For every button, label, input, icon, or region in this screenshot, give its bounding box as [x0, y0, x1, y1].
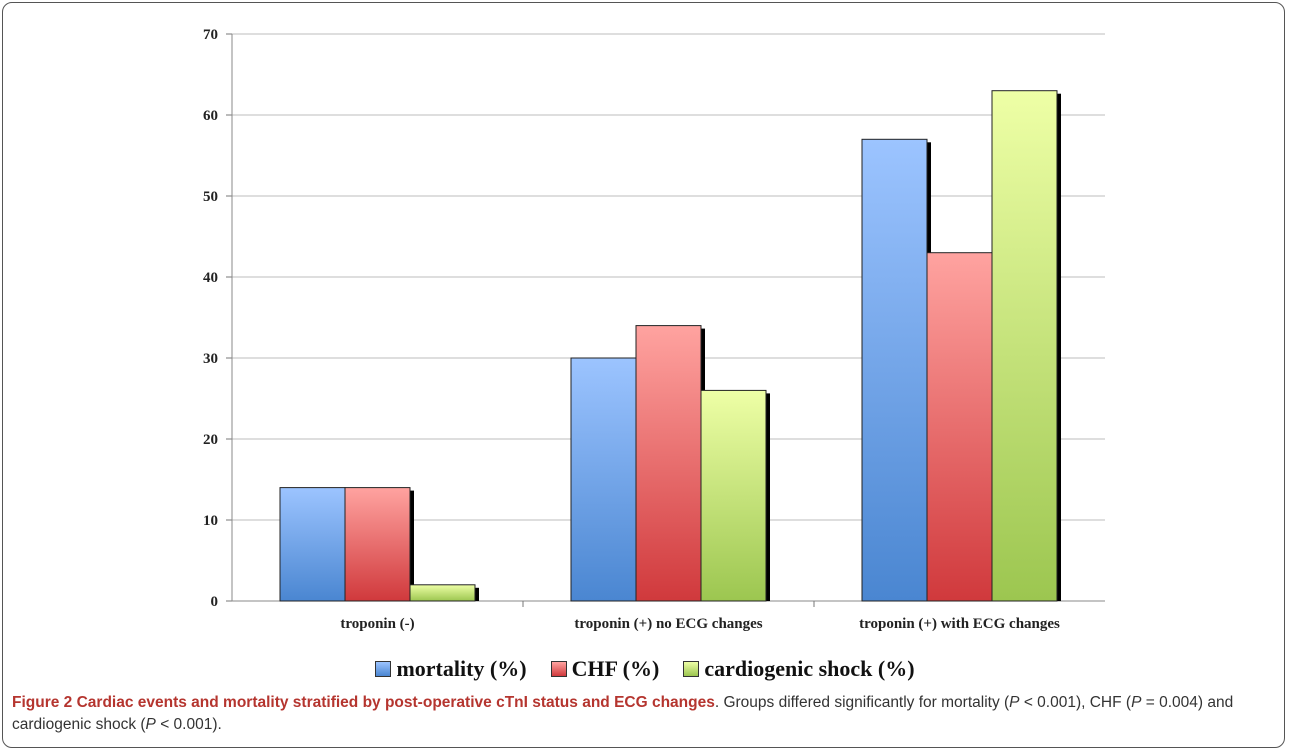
bars — [279, 90, 1061, 602]
bar-0-2 — [861, 138, 928, 602]
y-tick-label-70: 70 — [203, 27, 218, 43]
x-category-label-0: troponin (-) — [340, 616, 414, 632]
legend: mortality (%) CHF (%) cardiogenic shock (%… — [0, 654, 1290, 682]
bar-2-1 — [700, 389, 767, 602]
legend-label-1: CHF (%) — [571, 655, 660, 681]
caption-p-3: P — [145, 716, 156, 733]
caption-text-4: < 0.001). — [155, 716, 222, 733]
bar-0-1 — [570, 357, 637, 602]
bar-chart: 0 10 20 30 40 50 60 70 troponin (-) troponin (+) … — [203, 27, 1105, 632]
caption-p-1: P — [1009, 694, 1020, 711]
bar-1-2 — [926, 252, 993, 602]
y-tick-label-20: 20 — [203, 432, 218, 448]
caption-text-3: = 0.004) and cardiogenic shock ( — [12, 694, 1234, 733]
legend-swatch-2 — [683, 660, 700, 677]
legend-label-0: mortality (%) — [396, 655, 527, 681]
bar-2-0 — [409, 584, 476, 602]
y-tick-label-30: 30 — [203, 351, 218, 367]
y-tick-label-50: 50 — [203, 189, 218, 205]
caption-p-2: P — [1131, 694, 1142, 711]
y-tick-label-10: 10 — [203, 513, 218, 529]
y-tick-label-40: 40 — [203, 270, 218, 286]
caption-title: Figure 2 Cardiac events and mortality st… — [12, 694, 715, 711]
x-category-label-2: troponin (+) with ECG changes — [859, 616, 1060, 632]
x-category-label-1: troponin (+) no ECG changes — [574, 616, 762, 632]
labels: 0 10 20 30 40 50 60 70 troponin (-) troponin (+) … — [203, 27, 1060, 632]
bar-1-0 — [344, 487, 411, 602]
legend-swatch-1 — [550, 660, 567, 677]
bar-2-2 — [991, 90, 1058, 602]
caption-text-2: < 0.001), CHF ( — [1019, 694, 1132, 711]
bar-1-1 — [635, 325, 702, 602]
bar-0-0 — [279, 487, 346, 602]
y-tick-label-60: 60 — [203, 108, 218, 124]
legend-swatch-0 — [375, 660, 392, 677]
legend-item-2: cardiogenic shock (%) — [683, 655, 915, 682]
legend-label-2: cardiogenic shock (%) — [704, 655, 915, 681]
figure-caption: Figure 2 Cardiac events and mortality st… — [12, 692, 1274, 736]
caption-text-1: . Groups differed significantly for mort… — [714, 694, 1010, 711]
legend-item-0: mortality (%) — [375, 655, 527, 682]
legend-item-1: CHF (%) — [550, 655, 660, 682]
y-tick-label-0: 0 — [211, 594, 219, 610]
